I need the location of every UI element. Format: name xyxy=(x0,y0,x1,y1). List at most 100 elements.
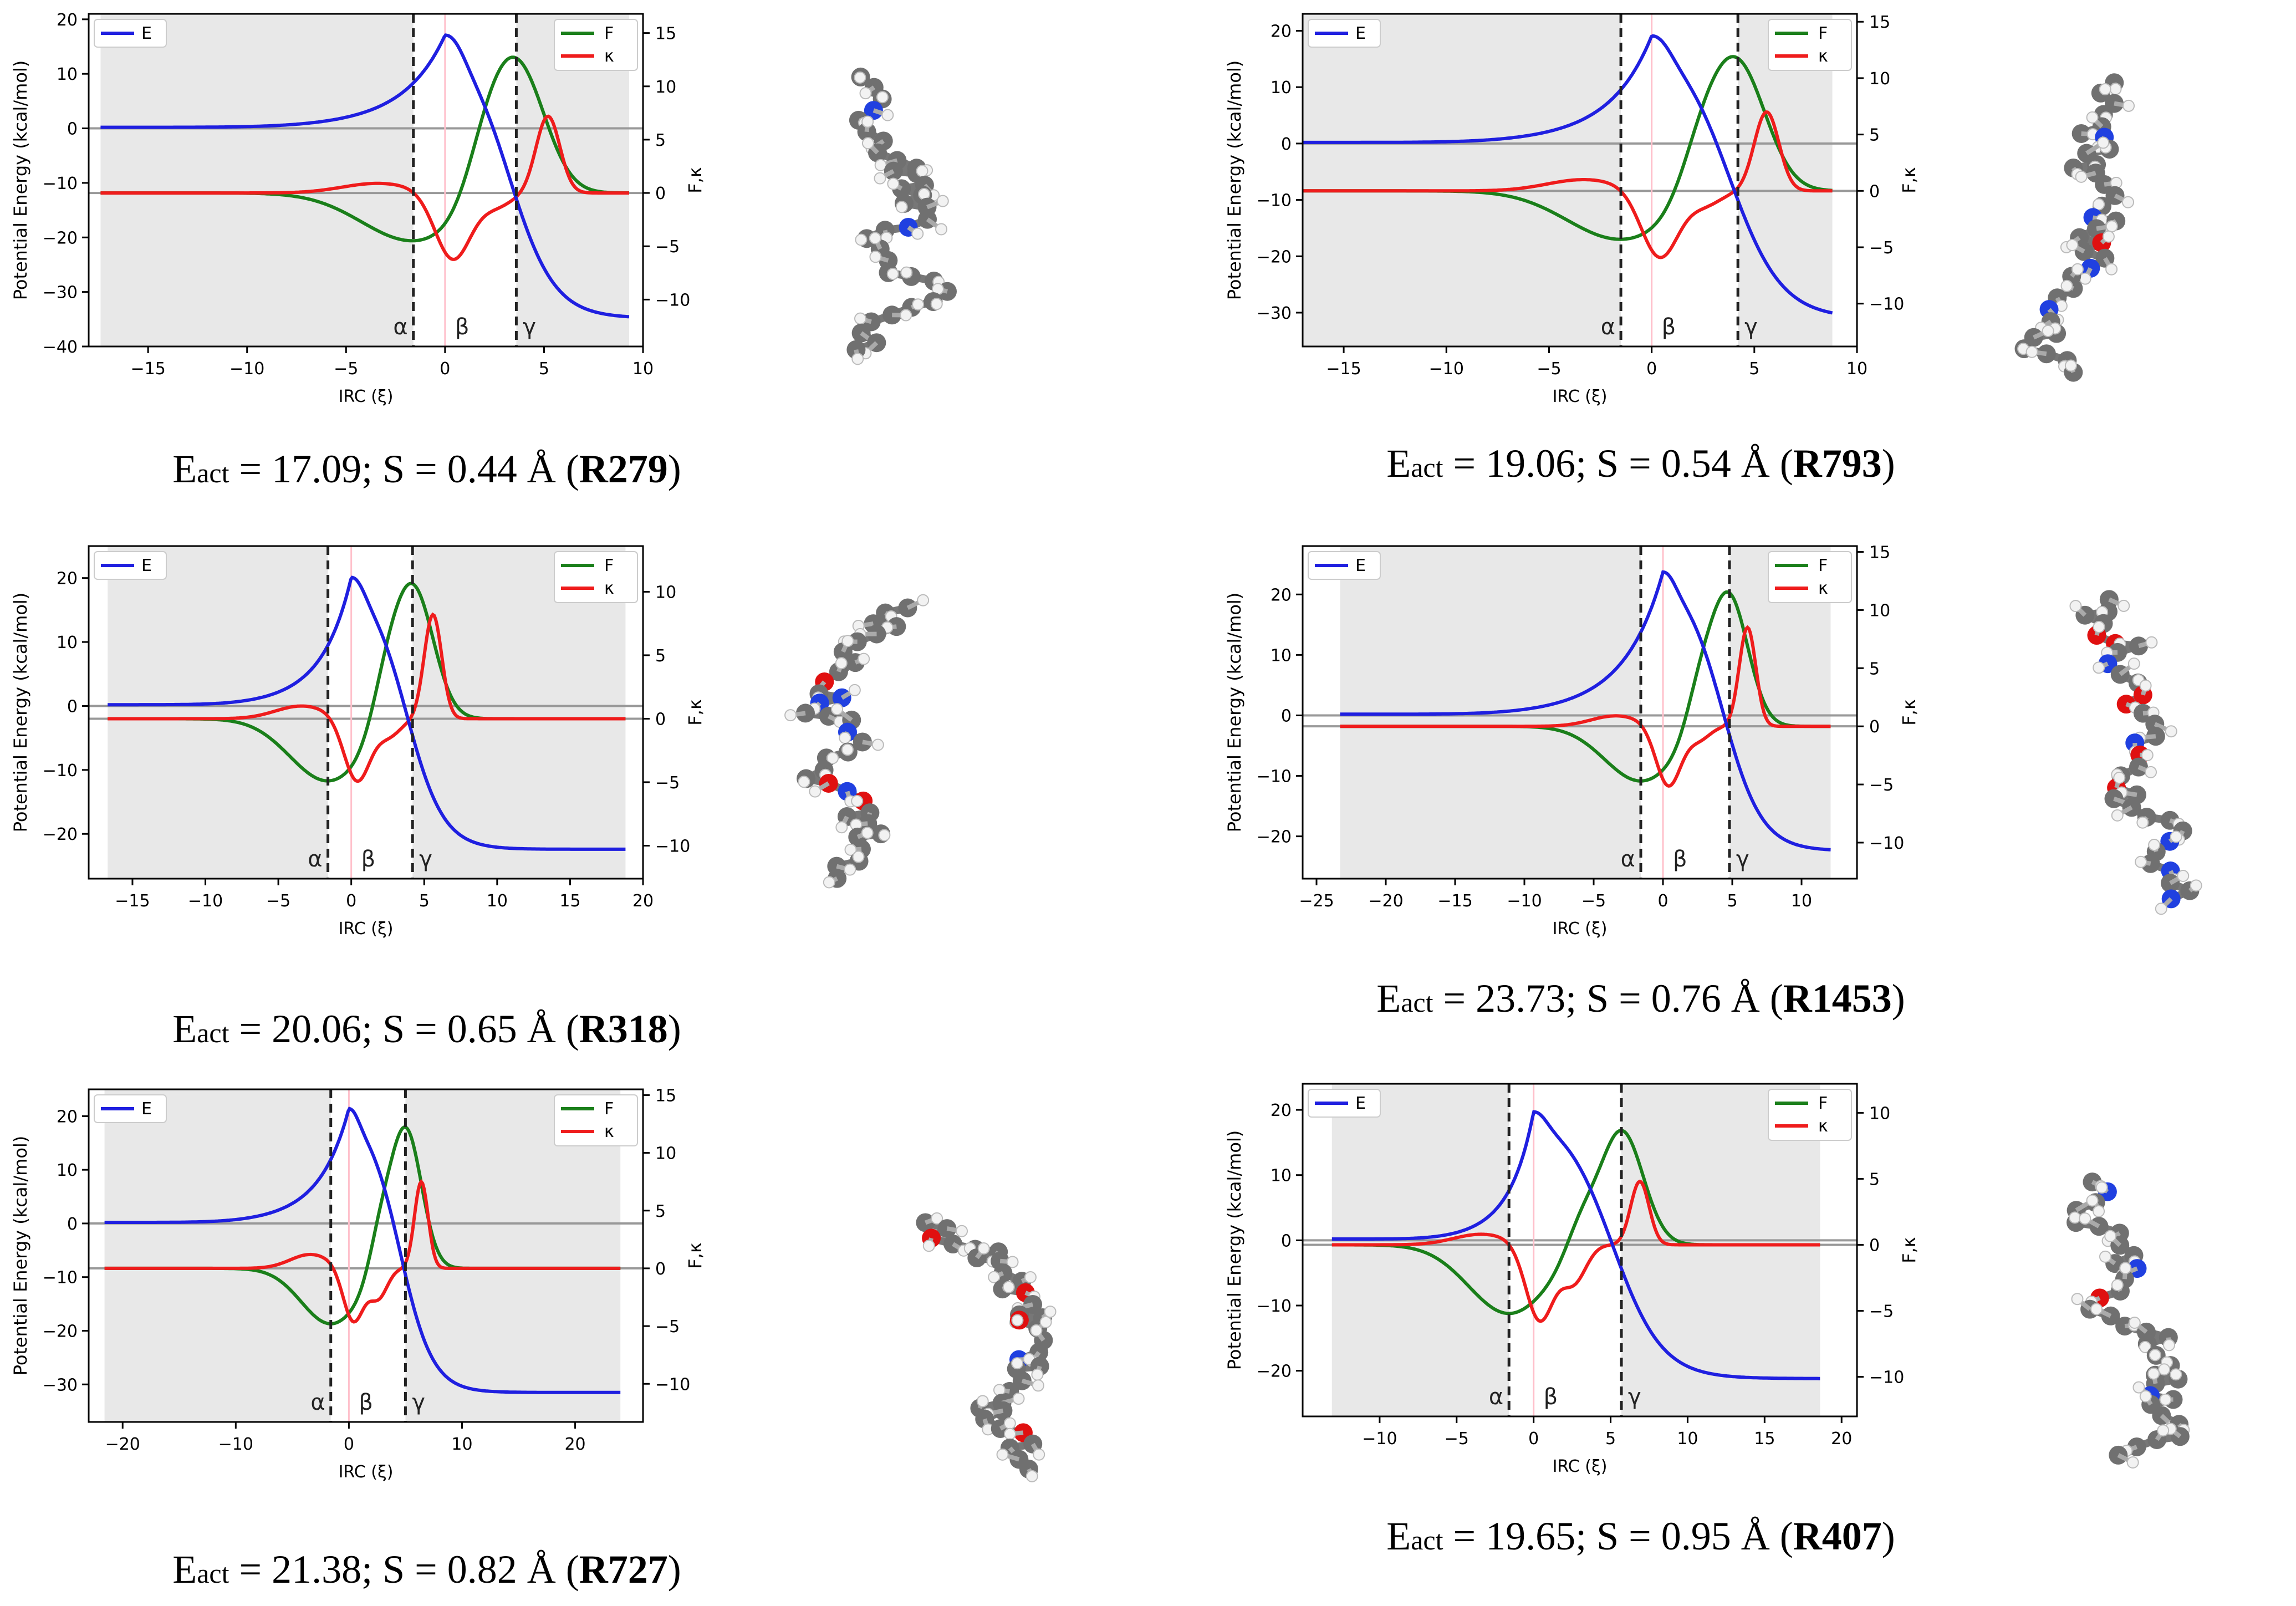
hydrogen-atom xyxy=(2093,1205,2105,1217)
x-tick-label: −15 xyxy=(1326,359,1361,379)
hydrogen-atom xyxy=(2104,1230,2117,1242)
y2-tick-label: −10 xyxy=(655,837,690,856)
hydrogen-atom xyxy=(859,87,872,100)
x-tick-label: 0 xyxy=(1528,1429,1539,1449)
label-gamma: γ xyxy=(1628,1384,1641,1410)
hydrogen-atom xyxy=(912,298,925,311)
y-tick-label: −10 xyxy=(43,761,78,781)
hydrogen-atom xyxy=(911,227,924,240)
legend-box xyxy=(1768,1089,1852,1141)
plot-frame xyxy=(88,545,644,880)
legend-label-F: F xyxy=(1818,24,1828,43)
y-tick-label: 10 xyxy=(57,633,78,652)
atom xyxy=(853,732,872,752)
atom xyxy=(858,814,877,833)
hydrogen-atom xyxy=(1002,1281,1015,1293)
hydrogen-atom xyxy=(900,309,912,322)
hydrogen-atom xyxy=(2149,1349,2161,1362)
legend-label-F: F xyxy=(604,1099,614,1119)
hydrogen-atom xyxy=(2060,279,2073,292)
molecule-R727 xyxy=(916,1212,1057,1482)
y-tick-label: 20 xyxy=(57,569,78,589)
x-axis-label: IRC (ξ) xyxy=(1553,387,1608,406)
legend-box xyxy=(1768,551,1852,603)
y-tick-label: 10 xyxy=(1271,1166,1292,1186)
hydrogen-atom xyxy=(2122,99,2135,112)
hydrogen-atom xyxy=(1011,1357,1024,1370)
y2-tick-label: 0 xyxy=(1869,1236,1880,1255)
hydrogen-atom xyxy=(861,115,874,128)
y-tick-label: 20 xyxy=(57,1107,78,1126)
y2-tick-label: 10 xyxy=(1869,601,1890,620)
hydrogen-atom xyxy=(977,1242,990,1255)
hydrogen-atom xyxy=(922,1240,935,1252)
y2-tick-label: −10 xyxy=(1869,834,1904,853)
hydrogen-atom xyxy=(916,165,928,177)
hydrogen-atom xyxy=(2090,1303,2103,1316)
hydrogen-atom xyxy=(1004,1427,1017,1440)
shade-left xyxy=(100,14,414,346)
hydrogen-atom xyxy=(852,850,865,863)
hydrogen-atom xyxy=(2132,1381,2145,1394)
hydrogen-atom xyxy=(2099,1250,2111,1263)
plot-frame xyxy=(1302,545,1858,880)
hydrogen-atom xyxy=(1044,1306,1057,1318)
x-tick-label: −25 xyxy=(1299,891,1334,911)
x-tick-label: −10 xyxy=(1507,891,1542,911)
hydrogen-atom xyxy=(2118,599,2130,612)
y-axis-label: Potential Energy (kcal/mol) xyxy=(1224,60,1245,300)
legend-box xyxy=(554,551,638,603)
x-tick-label: −5 xyxy=(1537,359,1561,379)
y-tick-label: 10 xyxy=(1271,646,1292,665)
hydrogen-atom xyxy=(2128,1317,2141,1329)
y-tick-label: 20 xyxy=(1271,22,1292,42)
hydrogen-atom xyxy=(855,233,868,246)
y-tick-label: −20 xyxy=(43,825,78,844)
hydrogen-atom xyxy=(2139,1390,2152,1403)
series-kappa xyxy=(1303,110,1833,259)
y-tick-label: 10 xyxy=(57,65,78,84)
caption-R793: Eact = 19.06; S = 0.54 Å (R793) xyxy=(1386,441,1895,486)
y2-tick-label: 15 xyxy=(1869,543,1890,562)
y2-tick-label: 10 xyxy=(1869,69,1890,89)
y-tick-label: 10 xyxy=(1271,78,1292,98)
series-E xyxy=(108,575,626,851)
y2-tick-label: −5 xyxy=(655,1317,680,1337)
legend-right: Fκ xyxy=(554,1094,638,1146)
legend-label-kappa: κ xyxy=(1818,1116,1828,1136)
molecule-R279 xyxy=(846,67,957,365)
series-E xyxy=(1303,34,1833,315)
y2-tick-label: 5 xyxy=(1869,126,1880,145)
hydrogen-atom xyxy=(1011,1314,1024,1327)
y2-tick-label: 0 xyxy=(655,184,666,203)
caption-R318: Eact = 20.06; S = 0.65 Å (R318) xyxy=(172,1007,681,1051)
x-tick-label: −5 xyxy=(266,891,290,911)
x-tick-label: −5 xyxy=(1581,891,1606,911)
legend-label-kappa: κ xyxy=(604,579,614,598)
chart-R407: α β γ −10 −5 0 5 10 15 20 −20 −10 0 10 20 −10 −5 0 5 10 IRC … xyxy=(1224,1083,1920,1476)
y-tick-label: −10 xyxy=(43,1268,78,1288)
plot-frame xyxy=(1302,1083,1858,1418)
hydrogen-atom xyxy=(2165,725,2177,738)
y-tick-label: 0 xyxy=(1281,706,1292,726)
y2-tick-label: 0 xyxy=(1869,182,1880,201)
y2-axis-label: F,κ xyxy=(1899,167,1920,193)
x-tick-label: 10 xyxy=(1791,891,1812,911)
legend-label-E: E xyxy=(1355,24,1366,43)
hydrogen-atom xyxy=(826,752,839,764)
x-tick-label: 0 xyxy=(344,1435,354,1454)
x-tick-label: 5 xyxy=(1749,359,1759,379)
series-E xyxy=(1331,1110,1820,1380)
x-tick-label: −10 xyxy=(229,359,264,379)
x-axis-label: IRC (ξ) xyxy=(339,919,394,939)
hydrogen-atom xyxy=(2136,816,2149,829)
hydrogen-atom xyxy=(881,109,894,121)
y2-tick-label: 10 xyxy=(1869,1104,1890,1123)
hydrogen-atom xyxy=(839,731,851,744)
hydrogen-atom xyxy=(835,821,848,834)
hydrogen-atom xyxy=(798,776,810,788)
y2-tick-label: 10 xyxy=(655,78,676,97)
series-E xyxy=(104,1107,621,1394)
hydrogen-atom xyxy=(874,172,886,185)
hydrogen-atom xyxy=(2119,1262,2132,1274)
